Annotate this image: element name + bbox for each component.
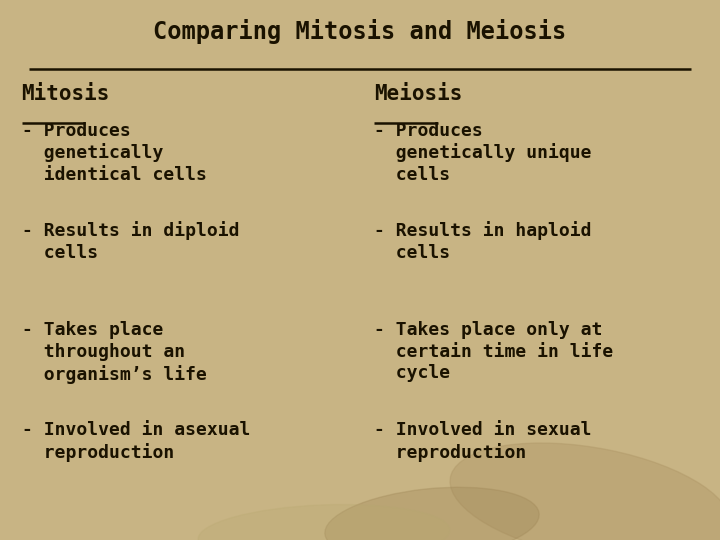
Ellipse shape — [325, 487, 539, 540]
Text: Meiosis: Meiosis — [374, 84, 463, 104]
Text: - Results in diploid
  cells: - Results in diploid cells — [22, 221, 239, 262]
Text: - Involved in sexual
  reproduction: - Involved in sexual reproduction — [374, 421, 592, 462]
Text: - Takes place
  throughout an
  organism’s life: - Takes place throughout an organism’s l… — [22, 321, 207, 383]
Ellipse shape — [198, 504, 450, 540]
Text: - Produces
  genetically
  identical cells: - Produces genetically identical cells — [22, 122, 207, 184]
Text: - Produces
  genetically unique
  cells: - Produces genetically unique cells — [374, 122, 592, 184]
Text: Mitosis: Mitosis — [22, 84, 110, 104]
Text: Comparing Mitosis and Meiosis: Comparing Mitosis and Meiosis — [153, 19, 567, 44]
Text: - Involved in asexual
  reproduction: - Involved in asexual reproduction — [22, 421, 250, 462]
Ellipse shape — [450, 443, 720, 540]
Text: - Takes place only at
  certain time in life
  cycle: - Takes place only at certain time in li… — [374, 321, 613, 382]
Text: - Results in haploid
  cells: - Results in haploid cells — [374, 221, 592, 262]
